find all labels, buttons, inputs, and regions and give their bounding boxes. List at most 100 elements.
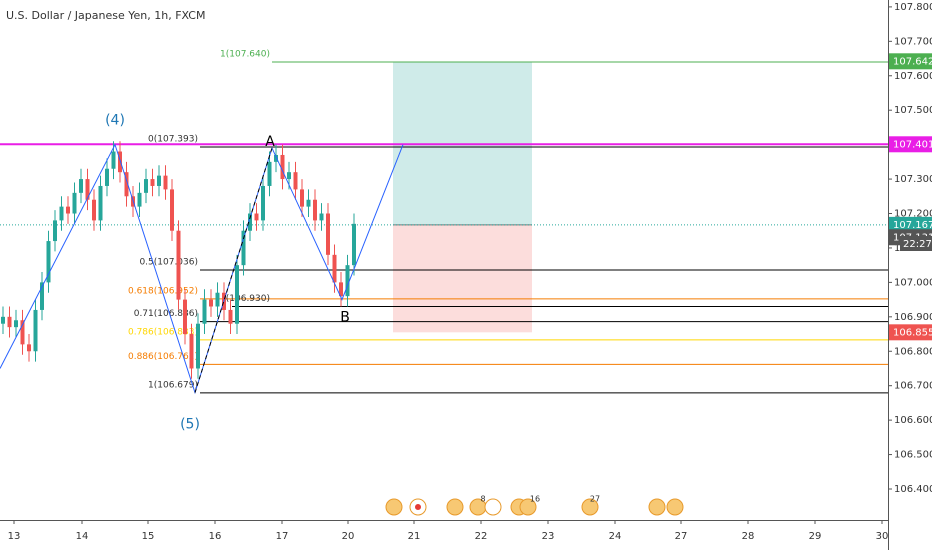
candle-body [40,282,44,310]
y-tick-label: 106.700 [894,381,932,392]
x-tick-label: 15 [142,531,155,542]
wave-label: (4) [105,113,125,129]
fib-label: 0.786(106.833) [128,327,198,337]
candle-body [46,241,51,283]
x-tick-label: 20 [342,531,355,542]
candle-body [118,151,122,173]
y-tick-label: 107.200 [894,209,932,220]
x-tick-label: 16 [209,531,222,542]
price-badge-label: 107.401 [893,139,932,150]
candle-body [72,192,77,214]
candle-body [254,213,259,221]
wave-label: (5) [180,417,200,433]
candle-body [339,282,343,297]
price-badge [889,216,932,233]
event-badge-label: 16 [530,495,540,504]
price-badge-label: 107.642 [893,56,932,67]
event-icon[interactable] [666,498,684,516]
chart-title: U.S. Dollar / Japanese Yen, 1h, FXCM [6,9,205,22]
x-tick-label: 13 [8,531,21,542]
x-tick-label: 22 [475,531,488,542]
candle-body [111,151,116,169]
candle-body [163,175,168,190]
fib-label: 0.5(107.036) [139,257,198,267]
candle-body [66,206,70,214]
candle-body [196,323,200,369]
fib-label: 0.886(106.762) [128,352,198,362]
countdown-label: 22:27 [903,239,932,250]
candle-body [319,213,324,221]
event-icon[interactable] [385,498,403,516]
wave-label: A [265,134,275,150]
candle-body [352,223,356,266]
event-badge-label: 8 [480,495,485,504]
price-badge [889,324,932,341]
candle-body [20,320,25,345]
candle-body [144,179,148,193]
candle-body [98,185,103,221]
x-tick-label: 21 [408,531,421,542]
fib-label: 0(107.393) [148,135,198,145]
y-tick-label: 107.600 [894,71,932,82]
candle-body [14,320,18,328]
x-tick-label: 17 [276,531,289,542]
candle-body [33,309,38,352]
y-tick-label: 106.900 [894,312,932,323]
fib-label: 1(106.679) [148,380,198,390]
candle-body [1,316,5,324]
candle-body [267,161,272,186]
loss-zone [393,224,532,333]
y-tick-label: 107.800 [894,2,932,13]
price-badge-label: 106.855 [893,327,932,338]
candle-body [228,309,233,324]
price-badge [889,136,932,153]
x-tick-label: 23 [542,531,555,542]
y-tick-label: 107.700 [894,36,932,47]
candle-body [157,175,161,186]
y-tick-label: 107.000 [894,277,932,288]
y-tick-label: 106.800 [894,346,932,357]
dashed-leg [194,147,273,393]
candle-body [261,185,265,221]
candle-body [27,344,31,352]
y-tick-label: 106.400 [894,484,932,495]
candle-body [176,230,181,300]
price-badge-label: 107.167 [893,220,932,231]
event-icon[interactable] [648,498,666,516]
x-tick-label: 14 [76,531,89,542]
candle-body [241,230,246,266]
candle-body [274,154,278,162]
fib-label: 1(107.640) [220,49,270,59]
event-badge-label: 27 [590,495,600,504]
candle-body [202,299,207,324]
event-icon[interactable] [484,498,502,516]
candle-body [105,168,109,186]
candle-body [124,172,129,197]
y-tick-label: 106.500 [894,450,932,461]
candle-body [345,265,350,297]
y-tick-label: 107.300 [894,174,932,185]
candle-body [248,213,252,231]
candle-body [293,172,298,190]
candle-body [79,179,83,193]
candle-body [209,299,213,307]
candle-body [170,189,174,231]
x-tick-label: 24 [609,531,622,542]
candle-body [92,199,96,221]
x-tick-label: 28 [742,531,755,542]
candle-body [189,334,194,369]
event-icon[interactable] [581,498,599,516]
candle-body [59,206,64,221]
x-tick-label: 30 [876,531,889,542]
event-icon[interactable] [519,498,537,516]
candle-body [326,213,330,255]
countdown-badge [900,236,932,251]
event-icon[interactable] [446,498,464,516]
candle-body [306,199,311,207]
candle-body [85,179,90,200]
x-tick-label: 29 [809,531,822,542]
fib-label: 0.618(106.952) [128,286,198,296]
fib-label: (106.930) [226,294,270,304]
